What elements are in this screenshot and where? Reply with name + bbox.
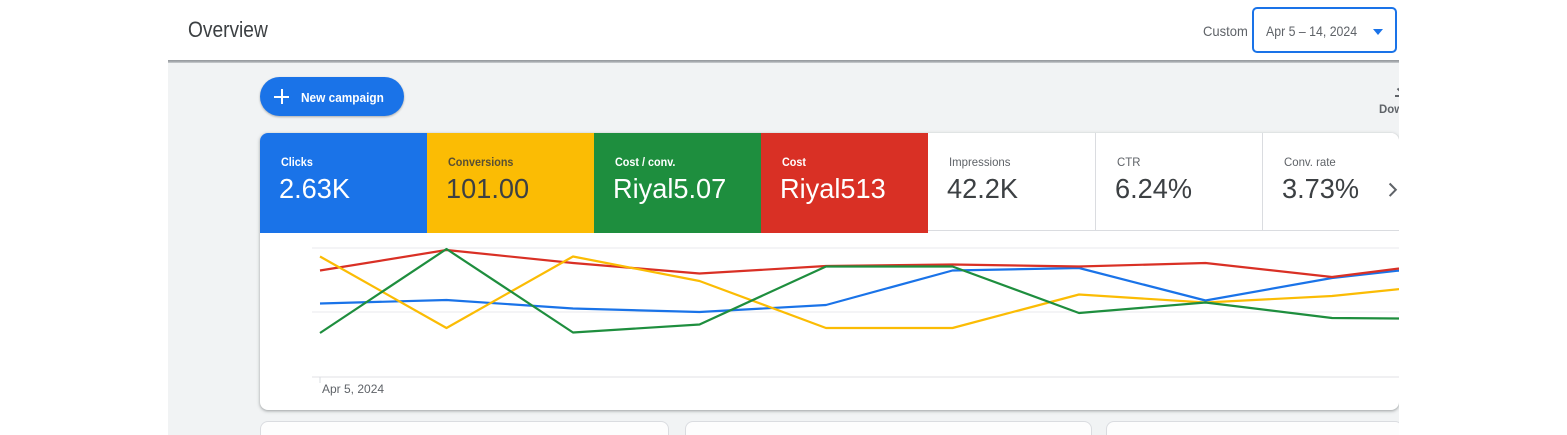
svg-text:Apr 5, 2024: Apr 5, 2024 bbox=[322, 382, 384, 396]
